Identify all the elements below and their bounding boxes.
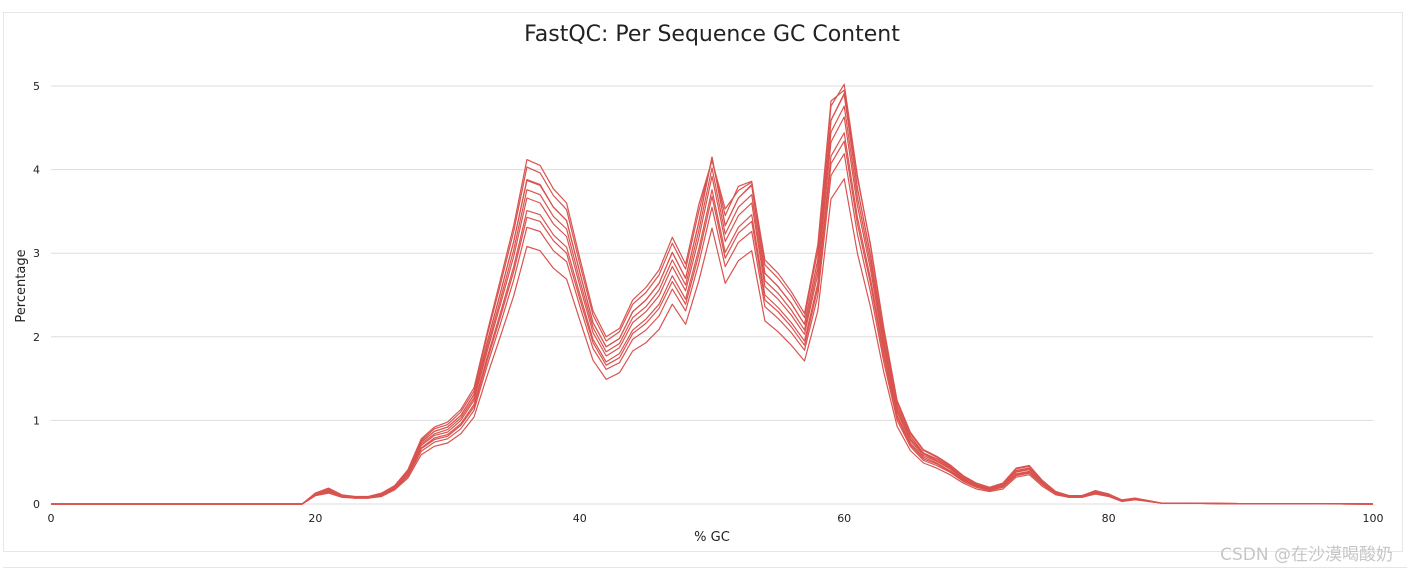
series-line-6	[51, 105, 1374, 505]
x-tick-label: 100	[1363, 512, 1384, 525]
series-line-9	[51, 140, 1374, 505]
y-tick-label: 2	[33, 331, 40, 344]
x-tick-label: 80	[1102, 512, 1116, 525]
y-tick-label: 1	[33, 414, 40, 427]
grid-lines	[51, 85, 1373, 505]
series-line-10	[51, 93, 1374, 505]
y-tick-label: 4	[33, 164, 40, 177]
series-line-8	[51, 89, 1374, 505]
x-axis-label: % GC	[694, 530, 730, 545]
y-axis-label: Percentage	[14, 249, 29, 322]
divider	[3, 567, 1407, 568]
y-tick-label: 3	[33, 247, 40, 260]
chart-frame	[3, 12, 1403, 552]
watermark-text: CSDN @在沙漠喝酸奶	[1220, 545, 1393, 565]
series-line-2	[51, 83, 1374, 505]
y-tick-label: 0	[33, 498, 40, 511]
x-tick-labels: 0 20 40 60 80 100	[48, 512, 1384, 525]
y-tick-labels: 0 1 2 3 4 5	[33, 80, 40, 511]
series-line-1	[51, 116, 1374, 505]
series-lines	[51, 83, 1374, 505]
x-tick-label: 0	[48, 512, 55, 525]
series-line-3	[51, 178, 1374, 505]
x-tick-label: 20	[308, 512, 322, 525]
chart-title: FastQC: Per Sequence GC Content	[524, 22, 900, 47]
x-tick-label: 60	[837, 512, 851, 525]
x-tick-label: 40	[573, 512, 587, 525]
series-line-7	[51, 153, 1374, 505]
series-line-5	[51, 132, 1374, 505]
y-tick-label: 5	[33, 80, 40, 93]
series-line-4	[51, 92, 1374, 505]
